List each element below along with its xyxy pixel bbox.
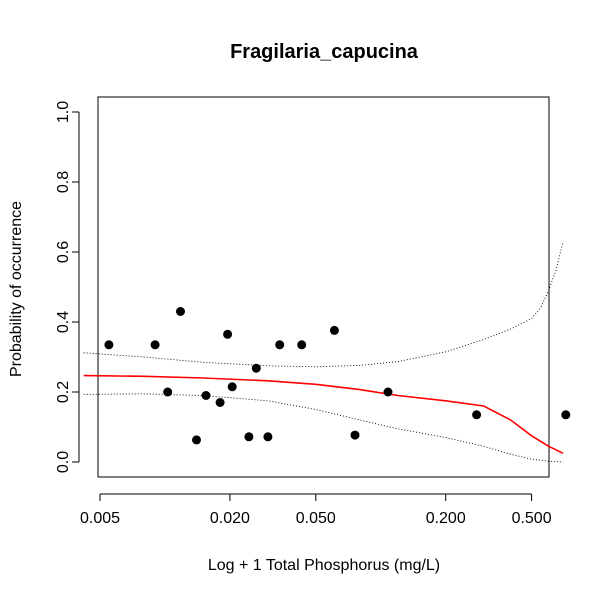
plot-frame bbox=[97, 96, 550, 478]
upper-ci-line bbox=[83, 241, 564, 368]
x-axis: 0.005 0.020 0.050 0.200 0.500 bbox=[80, 493, 552, 527]
data-point bbox=[263, 432, 273, 442]
fit-curve-line bbox=[83, 374, 564, 455]
data-point bbox=[561, 410, 571, 420]
y-axis: 0.0 0.2 0.4 0.6 0.8 1.0 bbox=[55, 101, 80, 473]
data-point bbox=[329, 325, 339, 335]
chart-title: Fragilaria_capucina bbox=[230, 41, 419, 63]
data-point bbox=[227, 382, 237, 392]
data-point bbox=[350, 430, 360, 440]
y-tick-label: 1.0 bbox=[55, 101, 72, 123]
x-tick-label: 0.500 bbox=[512, 510, 552, 527]
y-tick-label: 0.4 bbox=[55, 311, 72, 333]
y-axis-label: Probability of occurrence bbox=[8, 201, 25, 377]
data-point bbox=[383, 387, 393, 397]
data-point bbox=[150, 340, 160, 350]
y-tick-label: 0.6 bbox=[55, 241, 72, 263]
data-point bbox=[192, 435, 201, 445]
confidence-band bbox=[83, 241, 564, 463]
x-tick-label: 0.050 bbox=[296, 510, 336, 527]
x-tick-label: 0.020 bbox=[210, 510, 250, 527]
lower-ci-line bbox=[83, 393, 564, 463]
data-point bbox=[104, 340, 114, 350]
y-tick-label: 0.8 bbox=[55, 171, 72, 193]
x-axis-label: Log + 1 Total Phosphorus (mg/L) bbox=[208, 557, 440, 574]
data-point bbox=[244, 432, 254, 442]
data-point bbox=[275, 340, 285, 350]
data-points bbox=[104, 307, 571, 445]
data-point bbox=[163, 387, 173, 397]
data-point bbox=[201, 391, 211, 400]
data-point bbox=[223, 329, 233, 339]
fit-curve bbox=[83, 374, 564, 455]
data-point bbox=[251, 363, 261, 373]
x-tick-label: 0.200 bbox=[426, 510, 466, 527]
data-point bbox=[176, 307, 185, 316]
data-point bbox=[297, 340, 307, 350]
data-point bbox=[472, 410, 482, 420]
data-point bbox=[215, 398, 225, 407]
y-tick-label: 0.0 bbox=[55, 451, 72, 473]
y-tick-label: 0.2 bbox=[55, 381, 72, 403]
x-tick-label: 0.005 bbox=[80, 510, 120, 527]
